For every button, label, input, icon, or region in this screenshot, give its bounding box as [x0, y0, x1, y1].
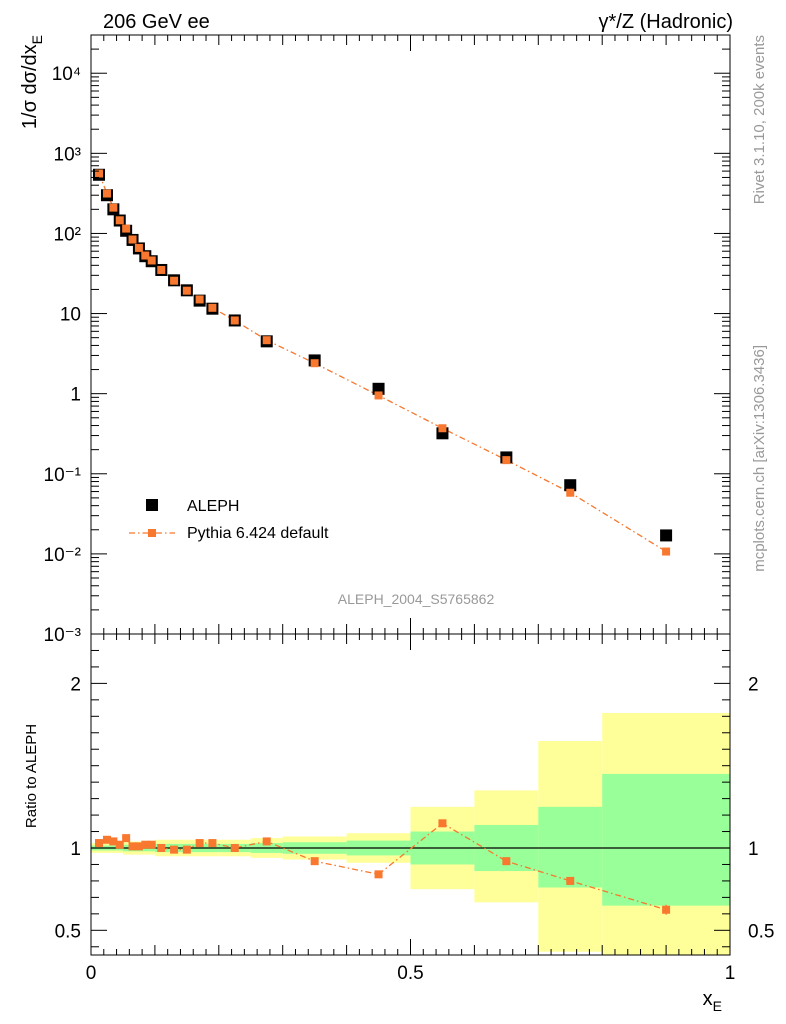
main-y-tick-label: 10	[60, 305, 81, 326]
ratio-y-tick-label-right: 1	[748, 839, 759, 860]
mc-ratio-point	[310, 857, 319, 866]
aleph-data-point	[660, 529, 673, 542]
mc-ratio-point	[438, 819, 447, 828]
ratio-y-axis-label: Ratio to ALEPH	[23, 724, 40, 828]
x-axis-label-main: x	[703, 988, 713, 1010]
mc-data-point	[208, 303, 217, 312]
mc-ratio-point	[662, 905, 671, 914]
main-axes: 10⁻³ 10⁻² 10⁻¹ 1 10 10² 10³ 10⁴	[44, 34, 731, 646]
mc-data-point	[122, 224, 131, 233]
legend-data-label: ALEPH	[187, 498, 239, 515]
mc-ratio-point	[195, 839, 204, 848]
aleph-data-point	[564, 479, 577, 492]
main-y-tick-label: 10³	[54, 144, 81, 165]
ratio-axes: 0.5 0.51 12 20 0.5 1	[55, 633, 774, 984]
main-plot-area	[92, 168, 673, 556]
mc-ratio-point	[374, 870, 383, 879]
main-y-tick-label: 10⁴	[52, 64, 81, 85]
mc-data-point	[102, 189, 111, 198]
main-y-tick-label: 10²	[54, 224, 81, 245]
main-y-axis-label: 1/σ dσ/dxE	[19, 35, 45, 129]
analysis-watermark: ALEPH_2004_S5765862	[338, 591, 495, 607]
ratio-y-tick-label-left: 1	[70, 839, 81, 860]
x-axis-label: xE	[703, 988, 722, 1014]
mc-data-point	[182, 286, 191, 295]
mc-ratio-point	[208, 839, 217, 848]
mc-data-point	[566, 488, 575, 497]
main-y-tick-label: 10⁻¹	[44, 465, 82, 486]
main-y-axis-label-sub: E	[29, 35, 45, 44]
ratio-uncertainty-bands	[91, 713, 730, 955]
ratio-y-tick-label-left: 0.5	[55, 921, 81, 942]
main-y-tick-label: 10⁻²	[44, 545, 82, 566]
mc-ratio-point	[115, 840, 124, 849]
mc-data-point	[230, 316, 239, 325]
legend: ALEPH Pythia 6.424 default	[129, 498, 329, 542]
mc-data-point	[438, 424, 447, 433]
mc-ratio-point	[230, 844, 239, 852]
mc-ratio-point	[102, 835, 111, 844]
mc-ratio-point	[94, 839, 103, 848]
mc-ratio-point	[170, 845, 179, 854]
mc-data-point	[141, 251, 150, 260]
ratio-plot-area	[91, 819, 730, 915]
mc-data-point	[170, 276, 179, 285]
x-tick-label: 0	[86, 963, 97, 984]
ratio-band-inner	[538, 806, 603, 888]
mc-ratio-point	[566, 876, 575, 885]
side-label-lower: mcplots.cern.ch [arXiv:1306.3436]	[751, 345, 768, 572]
header-right-label: γ*/Z (Hadronic)	[599, 11, 733, 33]
mc-data-point	[262, 336, 271, 345]
mc-data-point	[662, 547, 671, 556]
mc-ratio-point	[109, 837, 118, 846]
mc-data-point	[502, 456, 511, 465]
header-left-label: 206 GeV ee	[103, 11, 210, 33]
mc-ratio-point	[157, 844, 166, 852]
x-tick-label: 0.5	[397, 963, 423, 984]
x-axis-label-sub: E	[713, 998, 722, 1014]
ratio-y-tick-label-right: 0.5	[748, 921, 774, 942]
x-tick-label: 1	[725, 963, 736, 984]
mc-data-point	[147, 256, 156, 265]
legend-mc-marker	[148, 529, 156, 537]
mc-data-point	[195, 295, 204, 304]
side-label-upper: Rivet 3.1.10, 200k events	[751, 35, 768, 204]
mc-data-point	[157, 265, 166, 274]
legend-mc-label: Pythia 6.424 default	[187, 525, 329, 542]
mc-ratio-point	[122, 834, 131, 843]
mc-series-line	[98, 173, 667, 553]
ratio-y-tick-label-right: 2	[748, 674, 759, 695]
mc-ratio-point	[147, 840, 156, 849]
main-frame	[90, 34, 731, 635]
legend-data-marker	[146, 499, 158, 511]
mc-ratio-point	[182, 845, 191, 854]
ratio-y-tick-label-left: 2	[70, 674, 81, 695]
mc-ratio-point	[141, 840, 150, 849]
mc-ratio-point	[128, 842, 137, 851]
mc-data-point	[109, 203, 118, 212]
mc-ratio-point	[134, 842, 143, 851]
mc-data-point	[310, 359, 319, 368]
mc-ratio-point	[502, 857, 511, 866]
ratio-band-inner	[602, 773, 730, 906]
mc-data-point	[374, 391, 383, 400]
main-y-tick-label: 1	[70, 385, 81, 406]
mc-data-point	[94, 169, 103, 178]
mc-data-point	[115, 216, 124, 225]
mc-data-point	[134, 243, 143, 252]
main-y-axis-label-main: 1/σ dσ/dx	[19, 44, 41, 129]
main-y-tick-label: 10⁻³	[44, 625, 82, 646]
mc-data-point	[128, 235, 137, 244]
mc-ratio-point	[262, 837, 271, 846]
